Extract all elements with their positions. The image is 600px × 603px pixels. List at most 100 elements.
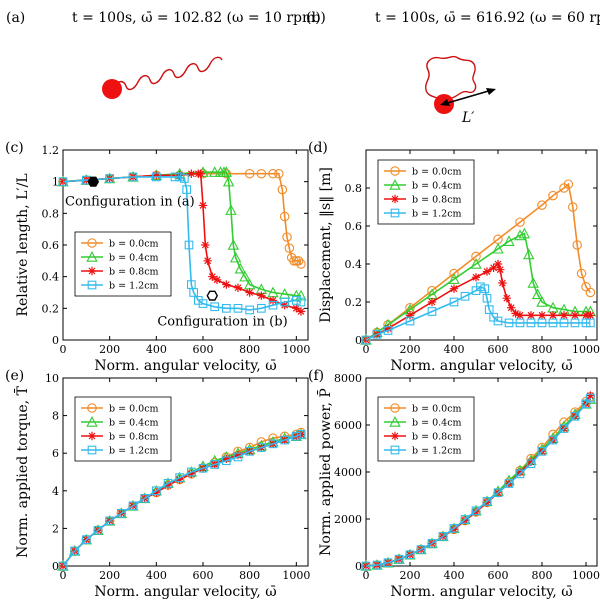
chart-d-xtick-label: 600 (488, 343, 509, 356)
chart-f-data-point (504, 479, 514, 488)
chart-d-data-point (586, 311, 595, 320)
chart-c-xtick-label: 1000 (282, 343, 310, 356)
chart-e-data-point (163, 478, 173, 488)
chart-e-data-point (233, 450, 243, 460)
chart-d-data-point (496, 265, 505, 274)
chart-e-xtick-label: 400 (146, 569, 167, 582)
chart-e-xlabel: Norm. angular velocity, ω̄ (94, 584, 276, 600)
chart-c-data-point (268, 300, 278, 310)
chart-f-data-point (515, 468, 525, 477)
chart-c-legend-marker (87, 238, 97, 248)
chart-e-data-point (151, 486, 161, 496)
chart-e-data-point (268, 439, 278, 449)
panel-f-label: (f) (308, 368, 324, 384)
chart-d-ytick-label: 0.2 (345, 296, 363, 309)
chart-e-data-point (175, 475, 184, 484)
chart-c-data-point (268, 169, 278, 179)
chart-f-xtick-label: 400 (444, 569, 465, 582)
chart-d-data-point (427, 297, 437, 307)
chart-d-series-square (361, 282, 595, 345)
chart-f-ytick-label: 0 (355, 560, 362, 573)
chart-d-data-point (518, 227, 531, 239)
chart-c-data-point (296, 307, 306, 316)
chart-d-data-point (586, 318, 595, 328)
chart-d-data-point (449, 268, 459, 279)
chart-d-legend-entry: b = 0.4cm (412, 181, 462, 192)
chart-e-xtick-label: 0 (60, 569, 67, 582)
chart-d-ytick-label: 0.6 (345, 220, 363, 233)
chart-f-legend: b = 0.0cm b = 0.4cm b = 0.8cm b = 1.2cm (377, 396, 475, 462)
chart-d-data-point (482, 267, 492, 276)
chart-c-data-point (277, 184, 288, 195)
chart-c-data-point (152, 171, 161, 180)
chart-d-data-point (531, 288, 544, 300)
chart-d-axes-box (365, 149, 598, 341)
chart-d-data-point (471, 251, 481, 262)
chart-d-legend: b = 0.0cm b = 0.4cm b = 0.8cm b = 1.2cm (377, 159, 475, 225)
chart-f-data-point (581, 399, 591, 409)
chart-f-data-point (460, 515, 470, 524)
chart-f-data-point (586, 393, 595, 403)
chart-d-xtick-label: 1000 (572, 343, 600, 356)
chart-c-data-point (268, 296, 278, 305)
chart-f: (f)0 200 400 600 800 100002000400060008000Nor… (308, 368, 600, 600)
chart-c-ytick-label: 0 (52, 334, 59, 347)
chart-d-data-point (570, 311, 580, 320)
chart-e-legend-marker (87, 403, 97, 413)
chart-f-data-point (361, 561, 371, 571)
chart-d-legend-marker (390, 208, 400, 218)
chart-c-data-point (198, 299, 208, 308)
chart-d-data-point (515, 217, 525, 227)
chart-f-legend-marker (390, 403, 400, 413)
chart-e-legend-entry: b = 1.2cm (109, 446, 159, 457)
chart-f-data-point (405, 550, 415, 560)
chart-e-data-point (233, 452, 243, 462)
chart-c-data-point (189, 288, 199, 297)
chart-e-series-square (58, 430, 306, 571)
chart-c-data-point (229, 251, 242, 263)
chart-f-ytick-label: 2000 (334, 513, 362, 526)
chart-d-data-point (493, 259, 503, 269)
chart-f-data-point (570, 411, 580, 421)
chart-e-data-point (152, 488, 161, 497)
chart-f-xtick-label: 600 (488, 569, 509, 582)
chart-d-xtick-label: 400 (444, 343, 465, 356)
chart-c-data-point (170, 172, 180, 182)
chart-d-data-point (498, 278, 507, 288)
chart-d-data-point (405, 316, 415, 326)
chart-c-data-point (293, 256, 304, 266)
chart-e-data-point (296, 430, 306, 439)
chart-e-ytick-label: 8 (52, 410, 59, 423)
chart-c-xtick-label: 800 (239, 343, 260, 356)
chart-f-legend-entry: b = 1.2cm (412, 446, 462, 457)
chart-d-data-point (514, 229, 526, 241)
panel-a: (a) t = 100s, ω̄ = 102.82 (ω = 10 rpm) (6, 10, 321, 99)
chart-e-xtick-label: 600 (193, 569, 214, 582)
chart-c-data-point (203, 256, 212, 266)
chart-c-data-point (225, 204, 237, 215)
chart-c-data-point (175, 172, 185, 182)
chart-d-data-point (537, 318, 547, 328)
chart-c-series-square (58, 172, 306, 315)
chart-c-data-point (184, 240, 194, 250)
chart-c-ytick-label: 1 (52, 176, 59, 189)
chart-d-legend-marker (389, 179, 401, 190)
chart-c-data-point (233, 303, 243, 313)
chart-c-xlabel: Norm. angular velocity, ω̄ (94, 358, 276, 374)
chart-c-xtick-label: 400 (146, 343, 167, 356)
chart-c-data-point (182, 185, 192, 194)
chart-e-ytick-label: 2 (52, 522, 59, 535)
chart-f-ylabel: Norm. applied power, P̄ (316, 388, 334, 556)
chart-d-xlabel: Norm. angular velocity, ω̄ (390, 358, 572, 374)
chart-c-data-point (292, 304, 301, 313)
chart-e-ytick-label: 4 (52, 485, 59, 498)
chart-f-legend-marker (390, 431, 400, 441)
chart-c-data-point (220, 166, 233, 177)
chart-c-data-point (280, 297, 290, 307)
chart-d-data-point (361, 335, 371, 345)
chart-d-data-point (383, 326, 393, 335)
chart-c-data-point (222, 175, 235, 187)
chart-e-data-point (81, 535, 91, 545)
panel-b-label: (b) (306, 10, 326, 26)
chart-e-data-point (58, 561, 68, 571)
